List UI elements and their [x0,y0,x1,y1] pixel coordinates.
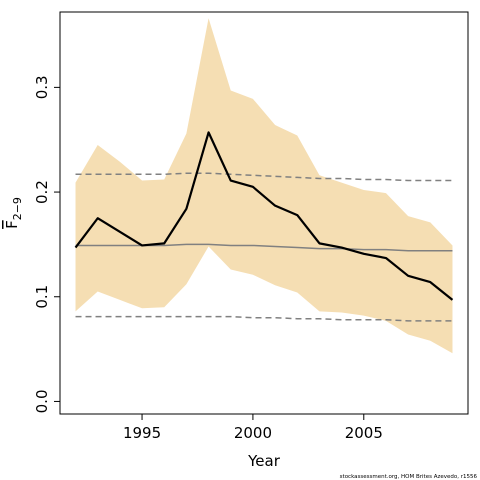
y-axis-title-subscript: 2−9 [11,197,24,220]
y-tick-label: 0.0 [33,390,51,414]
plot-frame [59,11,469,415]
reference-lower-line [75,315,453,322]
series-layer [74,131,454,301]
reference-lines-layer [75,172,453,322]
y-tick-label: 0.1 [33,285,51,309]
y-tick-label: 0.2 [33,180,51,204]
estimate-line [74,131,454,301]
confidence-band [75,18,453,354]
x-tick-label: 2000 [234,424,272,442]
x-tick-label: 1995 [123,424,161,442]
reference-median-line [75,243,453,252]
x-axis-title: Year [247,452,281,470]
reference-upper-line [75,172,453,182]
x-axis: 1995 2000 2005 [123,414,383,442]
svg-text:F2−9: F2−9 [3,197,24,229]
y-axis: 0.0 0.1 0.2 0.3 [33,75,60,413]
x-tick-label: 2005 [345,424,383,442]
y-tick-label: 0.3 [33,75,51,99]
confidence-band-layer [75,18,453,354]
y-axis-title-main: F [3,220,21,229]
credit-text: stockassessment.org, HOM Brites Azevedo,… [340,474,478,480]
y-axis-title: F2−9 [3,197,24,229]
